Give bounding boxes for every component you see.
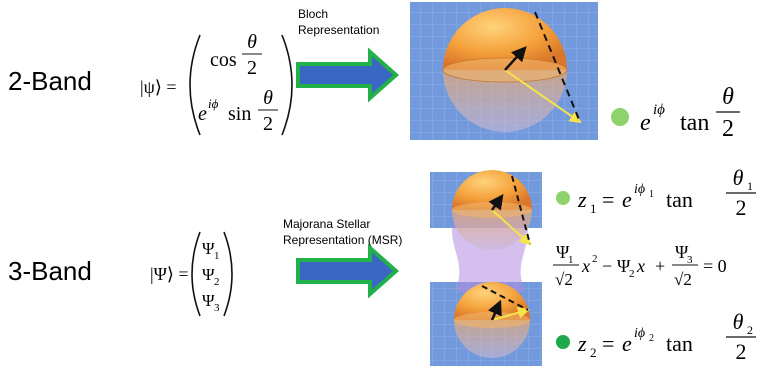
sup: iϕ xyxy=(634,326,645,341)
sub: 1 xyxy=(568,254,574,266)
num: θ xyxy=(733,165,744,190)
base: e xyxy=(198,103,207,125)
eq: = xyxy=(602,331,614,356)
point xyxy=(556,335,570,349)
den: 2 xyxy=(736,195,747,220)
paren xyxy=(224,232,232,316)
base: e xyxy=(622,187,632,212)
base: e xyxy=(640,110,651,136)
num: θ xyxy=(733,309,744,334)
func: tan xyxy=(666,331,693,356)
paren xyxy=(282,35,292,135)
arrow-label: Majorana Stellar xyxy=(283,217,370,231)
sub: 3 xyxy=(687,254,693,266)
sub: 2 xyxy=(214,276,220,288)
sub: 2 xyxy=(590,345,597,360)
paren xyxy=(192,232,200,316)
point xyxy=(556,191,570,205)
func: tan xyxy=(666,187,693,212)
pow: 2 xyxy=(592,253,598,265)
sup: iϕ xyxy=(634,182,645,197)
arrow-label: Representation xyxy=(298,23,379,37)
num: θ xyxy=(247,31,257,53)
supsub: 1 xyxy=(649,189,654,200)
den: 2 xyxy=(263,113,273,135)
sub: 3 xyxy=(214,302,220,314)
sub: 1 xyxy=(214,250,220,262)
row-label: 2-Band xyxy=(8,66,92,96)
numsub: 1 xyxy=(747,179,753,193)
var: z xyxy=(577,187,587,212)
ket: |Ψ⟩ = xyxy=(150,264,189,284)
eq: = xyxy=(602,187,614,212)
den: 2 xyxy=(722,116,734,142)
row-label: 3-Band xyxy=(8,256,92,286)
den: 2 xyxy=(736,339,747,364)
arrow xyxy=(298,248,396,294)
sub: 2 xyxy=(629,268,635,280)
figure: 2-Band |ψ⟩ = cos θ 2 e iϕ sin θ 2 Bloch … xyxy=(0,0,764,370)
func: cos xyxy=(210,49,237,71)
num: θ xyxy=(263,87,273,109)
ket: |ψ⟩ = xyxy=(140,77,177,97)
den: √2 xyxy=(674,270,692,289)
var: z xyxy=(577,331,587,356)
op: + xyxy=(655,256,665,276)
func: tan xyxy=(680,110,709,136)
supsub: 2 xyxy=(649,333,654,344)
sup: iϕ xyxy=(208,96,219,111)
num: θ xyxy=(722,84,734,110)
den: √2 xyxy=(555,270,573,289)
base: e xyxy=(622,331,632,356)
arrow-label: Bloch xyxy=(298,7,328,21)
point xyxy=(611,108,629,126)
var: x xyxy=(581,256,590,276)
sub: 1 xyxy=(590,201,597,216)
den: 2 xyxy=(247,57,257,79)
arrow-label: Representation (MSR) xyxy=(283,233,402,247)
sup: iϕ xyxy=(653,102,665,118)
var: x xyxy=(636,256,645,276)
rhs: = 0 xyxy=(703,256,727,276)
arrow xyxy=(298,52,396,98)
func: sin xyxy=(228,103,251,125)
op: − xyxy=(602,256,612,276)
numsub: 2 xyxy=(747,323,753,337)
